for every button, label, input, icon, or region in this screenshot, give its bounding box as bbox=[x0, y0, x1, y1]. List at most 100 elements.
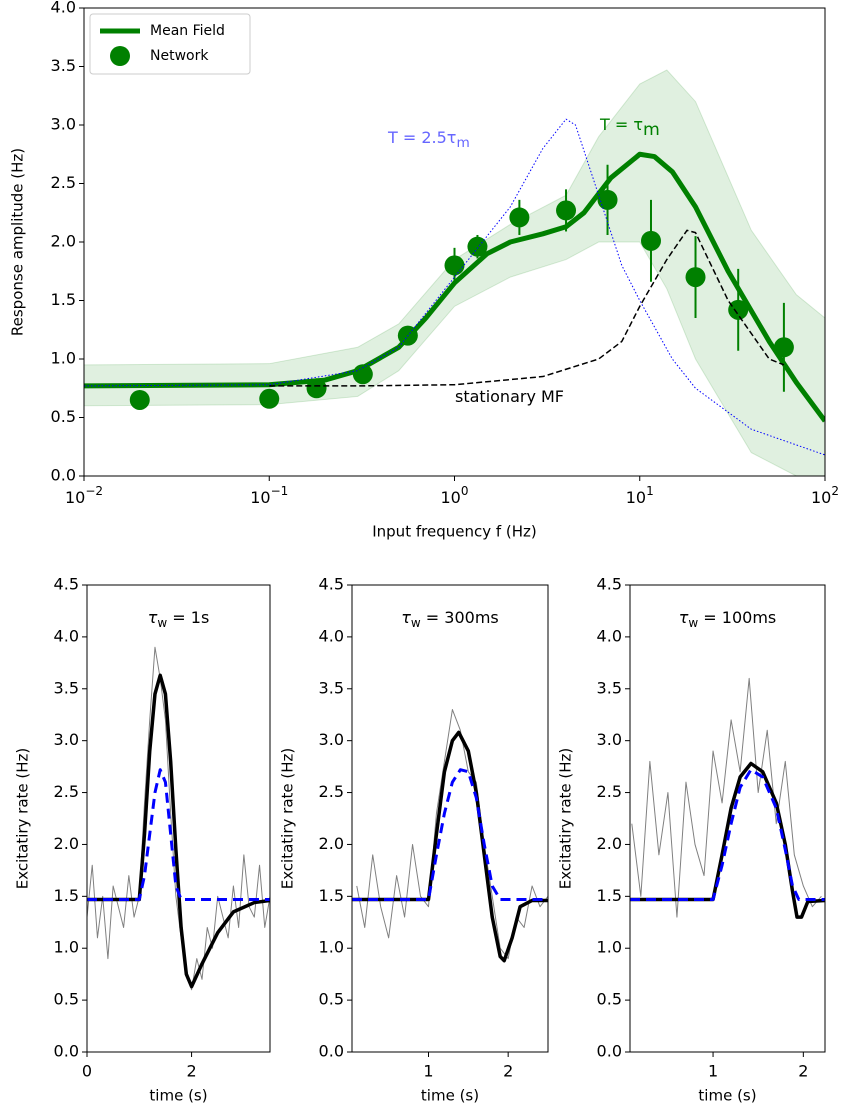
x-tick-label: 2 bbox=[503, 1062, 513, 1081]
y-axis-label: Response amplitude (Hz) bbox=[9, 148, 27, 336]
y-tick-label: 2.0 bbox=[51, 232, 76, 251]
x-tick-label: 10−1 bbox=[250, 484, 288, 507]
x-tick-label: 101 bbox=[626, 484, 654, 507]
series-line bbox=[87, 768, 270, 901]
title-base: τ bbox=[401, 608, 411, 627]
tick-base: 10 bbox=[626, 488, 646, 507]
y-tick-label: 1.0 bbox=[54, 938, 79, 957]
legend-label: Mean Field bbox=[150, 23, 225, 39]
series-line bbox=[84, 118, 825, 456]
x-tick-label: 100 bbox=[441, 484, 469, 507]
title-base: τ bbox=[679, 608, 689, 627]
network-point bbox=[509, 207, 530, 228]
tick-base: 10 bbox=[65, 488, 85, 507]
series-line bbox=[269, 229, 785, 387]
annotation-sub: m bbox=[456, 135, 469, 151]
y-tick-label: 4.5 bbox=[319, 575, 344, 594]
annotation: T = τm bbox=[599, 115, 660, 141]
y-tick-label: 3.5 bbox=[319, 678, 344, 697]
legend-marker bbox=[110, 46, 130, 66]
series-line bbox=[352, 768, 548, 901]
legend-label: Network bbox=[150, 48, 209, 64]
y-tick-label: 1.5 bbox=[51, 290, 76, 309]
tick-exponent: 2 bbox=[831, 484, 839, 498]
y-tick-label: 0.0 bbox=[597, 1042, 622, 1061]
title-sub: w bbox=[157, 616, 167, 630]
y-tick-label: 4.0 bbox=[51, 0, 76, 17]
x-tick-label: 0 bbox=[82, 1062, 92, 1081]
annotation-sub: m bbox=[643, 120, 660, 140]
y-tick-label: 2.5 bbox=[319, 782, 344, 801]
y-tick-label: 3.5 bbox=[51, 56, 76, 75]
y-tick-label: 0.5 bbox=[54, 990, 79, 1009]
x-tick-label: 1 bbox=[708, 1062, 718, 1081]
y-tick-label: 2.0 bbox=[597, 834, 622, 853]
network-point bbox=[129, 389, 150, 410]
annotation-text: stationary MF bbox=[455, 387, 564, 406]
series-line bbox=[630, 768, 825, 901]
x-axis-label: time (s) bbox=[149, 1087, 207, 1105]
title-rest: = 100ms bbox=[698, 608, 776, 627]
plot-area bbox=[352, 709, 548, 963]
plot-area bbox=[630, 677, 825, 919]
y-tick-label: 3.0 bbox=[319, 730, 344, 749]
y-tick-label: 3.5 bbox=[597, 678, 622, 697]
x-axis-label: time (s) bbox=[698, 1087, 756, 1105]
y-tick-label: 0.0 bbox=[51, 466, 76, 485]
x-tick-label: 1 bbox=[423, 1062, 433, 1081]
axes-frame bbox=[86, 584, 271, 1053]
network-point bbox=[728, 299, 749, 320]
tick-exponent: −1 bbox=[271, 484, 289, 498]
y-tick-label: 4.5 bbox=[54, 575, 79, 594]
annotation-text: T = 2.5τ bbox=[387, 128, 456, 147]
network-point bbox=[685, 267, 706, 288]
y-tick-label: 0.0 bbox=[54, 1042, 79, 1061]
network-point bbox=[467, 236, 488, 257]
axes-frame bbox=[629, 584, 826, 1053]
series-line bbox=[630, 761, 825, 919]
y-tick-label: 0.0 bbox=[319, 1042, 344, 1061]
title-sub: w bbox=[688, 616, 698, 630]
y-tick-label: 3.0 bbox=[54, 730, 79, 749]
y-tick-label: 2.5 bbox=[597, 782, 622, 801]
series-line bbox=[87, 673, 270, 989]
network-point bbox=[597, 189, 618, 210]
title-rest: = 300ms bbox=[421, 608, 499, 627]
y-tick-label: 3.0 bbox=[51, 115, 76, 134]
panel-title: τw = 100ms bbox=[679, 608, 777, 630]
y-tick-label: 4.5 bbox=[597, 575, 622, 594]
x-axis-label: Input frequency f (Hz) bbox=[372, 523, 537, 541]
y-tick-label: 1.5 bbox=[597, 886, 622, 905]
tick-base: 10 bbox=[250, 488, 270, 507]
network-point bbox=[444, 255, 465, 276]
network-point bbox=[773, 337, 794, 358]
title-sub: w bbox=[411, 616, 421, 630]
network-point bbox=[556, 200, 577, 221]
y-tick-label: 1.0 bbox=[597, 938, 622, 957]
network-point bbox=[259, 388, 280, 409]
network-point bbox=[306, 378, 327, 399]
tick-exponent: −2 bbox=[85, 484, 103, 498]
y-tick-label: 2.5 bbox=[54, 782, 79, 801]
network-point bbox=[352, 364, 373, 385]
x-tick-label: 2 bbox=[798, 1062, 808, 1081]
title-rest: = 1s bbox=[167, 608, 209, 627]
y-tick-label: 4.0 bbox=[319, 626, 344, 645]
series-line bbox=[631, 677, 822, 918]
tick-base: 10 bbox=[811, 488, 831, 507]
x-tick-label: 102 bbox=[811, 484, 839, 507]
plot-area bbox=[87, 646, 270, 991]
y-axis-label: Excitatiry rate (Hz) bbox=[279, 748, 297, 890]
tick-base: 10 bbox=[441, 488, 461, 507]
annotation: T = 2.5τm bbox=[387, 128, 470, 152]
axes-frame bbox=[351, 584, 549, 1053]
x-axis-label: time (s) bbox=[421, 1087, 479, 1105]
y-tick-label: 1.5 bbox=[54, 886, 79, 905]
x-tick-label: 2 bbox=[186, 1062, 196, 1081]
title-base: τ bbox=[148, 608, 158, 627]
y-axis-label: Excitatiry rate (Hz) bbox=[557, 748, 575, 890]
series-line bbox=[352, 730, 548, 963]
y-tick-label: 1.0 bbox=[319, 938, 344, 957]
